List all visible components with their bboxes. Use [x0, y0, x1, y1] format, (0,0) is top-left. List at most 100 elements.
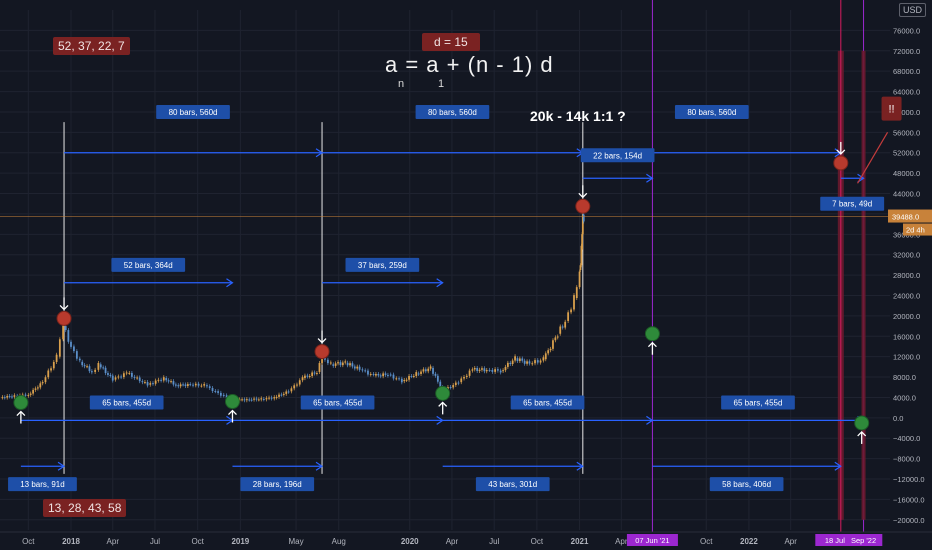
candle: [225, 395, 228, 398]
candle: [64, 326, 67, 331]
measurement-tools[interactable]: 80 bars, 560d 80 bars, 560d 80 bars, 560d 2…: [8, 104, 885, 492]
measure-arrowhead: [57, 461, 66, 471]
candle: [257, 399, 260, 401]
candle: [436, 375, 439, 382]
measure-tool[interactable]: 80 bars, 560d: [322, 104, 584, 158]
y-tick-label: −12000.0: [893, 475, 925, 484]
candle: [346, 362, 349, 366]
measure-tool[interactable]: 65 bars, 455d: [442, 395, 654, 425]
bottom-marker: [854, 415, 870, 431]
y-axis[interactable]: 76000.0 72000.0 68000.0 64000.0 60000.0 56000…: [888, 0, 932, 532]
candle: [52, 361, 55, 369]
measure-tool[interactable]: 7 bars, 49d: [820, 173, 885, 211]
x-axis[interactable]: Oct 2018 Apr Jul Oct 2019 May Aug 2020 Apr Jul Oct 2…: [0, 531, 932, 546]
candle: [102, 367, 105, 369]
candle: [208, 386, 211, 388]
candle: [410, 376, 413, 378]
alert-pointer: [857, 132, 889, 184]
candle: [491, 369, 494, 372]
candle: [11, 396, 13, 398]
y-tick-label: 56000.0: [893, 128, 920, 137]
candle: [111, 375, 114, 381]
currency-badge[interactable]: USD: [898, 3, 926, 17]
candle: [405, 379, 408, 381]
candle: [167, 380, 170, 382]
measure-label: 65 bars, 455d: [102, 399, 151, 408]
pivot-arrowhead: [317, 338, 327, 344]
candle: [509, 362, 512, 365]
formula-text: a = a + (n - 1) d: [385, 52, 554, 77]
x-highlight-box: [844, 534, 883, 546]
candle: [157, 379, 160, 381]
candle: [384, 373, 387, 375]
pivot-arrowhead: [438, 401, 448, 407]
candle: [138, 377, 141, 382]
candle: [531, 363, 534, 365]
candle: [581, 234, 584, 250]
y-tick-label: 60000.0: [893, 108, 920, 117]
candle: [395, 378, 398, 380]
candle: [337, 362, 339, 364]
candle: [389, 374, 392, 376]
x-tick-label: Oct: [191, 537, 204, 546]
price-tag-label: 39488.0: [892, 213, 919, 222]
candle: [552, 340, 554, 349]
measure-tool[interactable]: 65 bars, 455d: [232, 395, 444, 425]
candle: [174, 384, 177, 386]
candle: [564, 321, 567, 328]
candle: [369, 374, 372, 376]
x-tick-label: Apr: [107, 537, 120, 546]
candle: [468, 370, 471, 376]
candle: [526, 361, 528, 364]
candle: [29, 393, 32, 395]
candle: [582, 214, 585, 222]
candle: [146, 382, 149, 386]
candle: [316, 372, 318, 374]
candle: [172, 381, 175, 385]
candle: [457, 382, 460, 384]
x-tick-label: Jul: [489, 537, 499, 546]
candle: [107, 373, 109, 375]
measure-tool[interactable]: 80 bars, 560d: [64, 104, 324, 158]
candle: [94, 369, 97, 372]
candle: [144, 382, 146, 384]
candle: [296, 384, 298, 386]
measure-label: 65 bars, 455d: [523, 399, 572, 408]
candle: [44, 377, 47, 383]
candle: [422, 369, 425, 372]
candle: [449, 387, 452, 389]
candle: [197, 383, 200, 386]
measure-tool[interactable]: 52 bars, 364d: [64, 257, 234, 288]
candle: [177, 385, 180, 387]
candle: [536, 360, 539, 363]
candle: [358, 366, 361, 370]
candle: [485, 369, 488, 372]
candle: [361, 369, 364, 371]
candle: [47, 370, 50, 378]
candle: [379, 375, 382, 377]
candle: [439, 381, 442, 388]
candle: [130, 372, 133, 377]
candle: [311, 372, 314, 376]
measure-tool[interactable]: 58 bars, 406d: [652, 461, 842, 492]
measure-tool[interactable]: 65 bars, 455d: [20, 395, 234, 425]
candle: [382, 373, 385, 377]
measure-tool[interactable]: 22 bars, 154d: [580, 148, 655, 183]
measure-tool[interactable]: 13 bars, 91d: [8, 461, 77, 492]
top-marker: [56, 310, 72, 326]
measure-tool[interactable]: 65 bars, 455d: [652, 395, 865, 425]
measure-tool[interactable]: 28 bars, 196d: [232, 461, 324, 492]
y-tick-label: −4000.0: [893, 434, 920, 443]
measure-tool[interactable]: 37 bars, 259d: [322, 257, 444, 288]
measure-tool[interactable]: 43 bars, 301d: [442, 461, 584, 492]
candle: [556, 336, 559, 338]
x-highlight-label: 07 Jun '21: [635, 536, 669, 545]
candle: [306, 375, 309, 377]
measure-arrowhead: [315, 461, 324, 471]
candle: [21, 394, 24, 396]
candle: [241, 399, 243, 401]
measure-label: 22 bars, 154d: [593, 151, 642, 160]
projection-band: [861, 50, 866, 520]
x-tick-label: 2020: [401, 537, 419, 546]
